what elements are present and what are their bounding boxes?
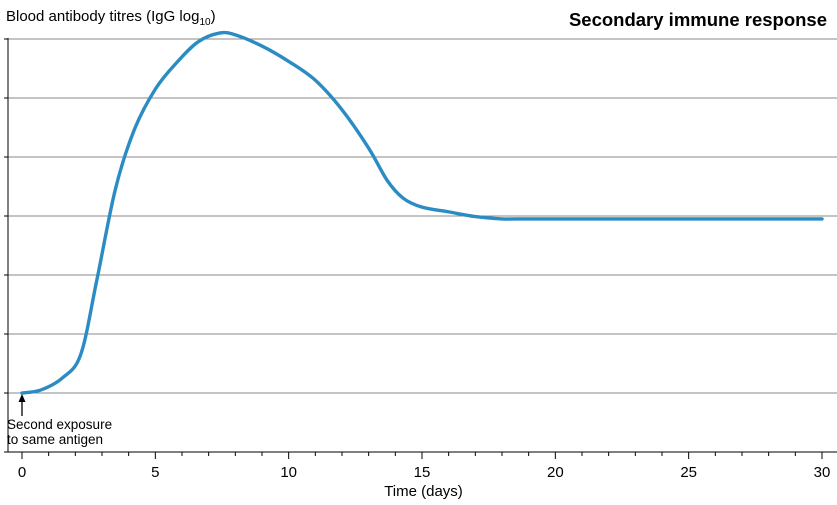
grid-lines	[8, 38, 837, 394]
x-tick-label: 25	[680, 464, 697, 481]
y-axis-label-text: Blood antibody titres (IgG log	[6, 8, 200, 25]
y-axis-label: Blood antibody titres (IgG log10)	[6, 8, 216, 28]
y-axis-label-subscript: 10	[199, 17, 211, 28]
annotation-arrow	[18, 394, 26, 416]
x-tick-label: 10	[280, 464, 297, 481]
axes: 0 5 10 15 20 25 30	[4, 38, 837, 481]
annotation-line-2: to same antigen	[7, 432, 104, 447]
y-axis-label-close: )	[210, 8, 216, 25]
annotation-label: Second exposure to same antigen	[7, 417, 112, 447]
annotation-line-1: Second exposure	[7, 417, 113, 432]
x-tick-label: 0	[18, 464, 26, 481]
x-tick-label: 15	[414, 464, 431, 481]
x-tick-label: 5	[151, 464, 159, 481]
chart-title: Secondary immune response	[568, 9, 827, 30]
x-axis-label: Time (days)	[384, 483, 463, 500]
x-tick-label: 20	[547, 464, 564, 481]
annotation-arrow-head	[18, 394, 26, 402]
series-layer	[20, 30, 824, 395]
series-line	[20, 30, 824, 395]
x-tick-label: 30	[814, 464, 831, 481]
